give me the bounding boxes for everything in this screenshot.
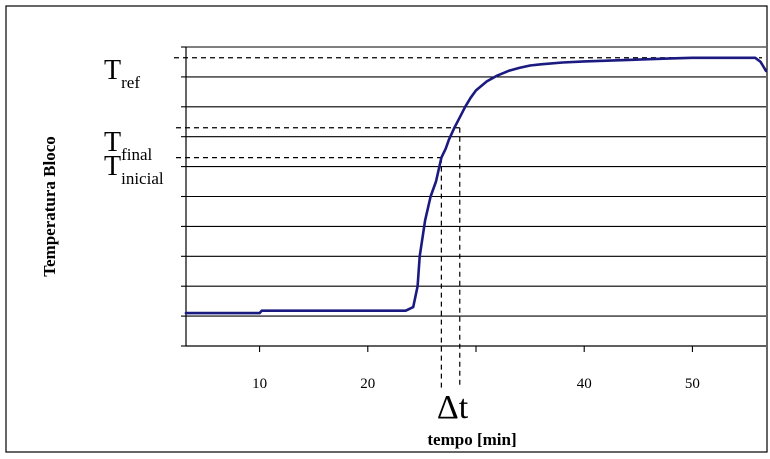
y-axis-title: Temperatura Bloco (40, 136, 59, 277)
tref-label-main: T (104, 55, 121, 86)
chart-frame (5, 5, 768, 453)
tref-label: Tref (104, 55, 140, 92)
x-tick-label: 40 (577, 376, 592, 392)
x-axis-title: tempo [min] (427, 430, 516, 449)
tinicial-label-subscript: inicial (121, 169, 164, 188)
temperature-curve (184, 56, 768, 315)
tfinal-label: Tfinal (104, 127, 153, 164)
x-tick-label: 10 (252, 376, 267, 392)
tinicial-label: Tinicial (104, 151, 164, 188)
tfinal-label-subscript: final (121, 145, 152, 164)
delta-t-label: Δt (437, 389, 469, 426)
x-tick-label: 20 (360, 376, 375, 392)
x-tick-label: 50 (685, 376, 700, 392)
tref-label-subscript: ref (121, 73, 140, 92)
tfinal-label-main: T (104, 127, 121, 158)
tinicial-label-main: T (104, 151, 121, 182)
